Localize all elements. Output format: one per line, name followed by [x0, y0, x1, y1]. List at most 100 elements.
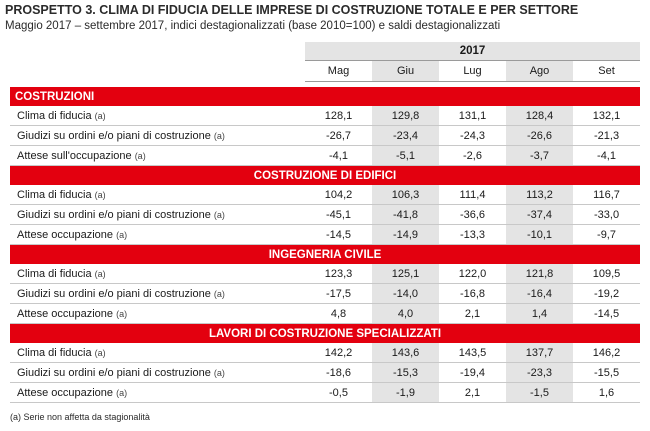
value-cell: -10,1: [506, 224, 573, 245]
value-cell: -1,5: [506, 382, 573, 403]
table-row: Attese occupazione (a) 4,8 4,0 2,1 1,4 -14,5: [10, 303, 641, 324]
row-note: (a): [213, 367, 225, 378]
section-title: COSTRUZIONI: [10, 87, 641, 106]
value-cell: 131,1: [439, 106, 506, 126]
value-cell: 142,2: [305, 343, 372, 363]
value-cell: 143,5: [439, 343, 506, 363]
value-cell: 1,6: [573, 382, 641, 403]
month-header: Giu: [372, 60, 439, 82]
row-note: (a): [213, 288, 225, 299]
row-label: Clima di fiducia: [17, 346, 92, 359]
month-header: Ago: [506, 60, 573, 82]
value-cell: -19,2: [573, 283, 641, 304]
row-label: Attese sull'occupazione: [17, 149, 132, 162]
value-cell: -14,0: [372, 283, 439, 304]
row-note: (a): [213, 209, 225, 220]
value-cell: -41,8: [372, 204, 439, 225]
value-cell: -16,8: [439, 283, 506, 304]
value-cell: 132,1: [573, 106, 641, 126]
table-subtitle: Maggio 2017 – settembre 2017, indici des…: [5, 20, 501, 32]
row-label-cell: Giudizi su ordini e/o piani di costruzio…: [10, 283, 305, 304]
row-label: Giudizi su ordini e/o piani di costruzio…: [17, 129, 211, 142]
value-cell: 143,6: [372, 343, 439, 363]
table-row: Giudizi su ordini e/o piani di costruzio…: [10, 283, 641, 304]
row-note: (a): [134, 150, 146, 161]
value-cell: -45,1: [305, 204, 372, 225]
value-cell: -26,6: [506, 125, 573, 146]
value-cell: -1,9: [372, 382, 439, 403]
value-cell: -5,1: [372, 145, 439, 166]
row-label-cell: Attese occupazione (a): [10, 224, 305, 245]
row-label-cell: Clima di fiducia (a): [10, 264, 305, 284]
month-header: Mag: [305, 60, 372, 82]
value-cell: 111,4: [439, 185, 506, 205]
value-cell: -24,3: [439, 125, 506, 146]
table-row: Giudizi su ordini e/o piani di costruzio…: [10, 362, 641, 383]
value-cell: -0,5: [305, 382, 372, 403]
row-label-cell: Clima di fiducia (a): [10, 343, 305, 363]
value-cell: 4,8: [305, 303, 372, 324]
value-cell: -2,6: [439, 145, 506, 166]
value-cell: -23,3: [506, 362, 573, 383]
row-note: (a): [116, 308, 128, 319]
row-label: Clima di fiducia: [17, 267, 92, 280]
value-cell: -14,5: [573, 303, 641, 324]
row-label-cell: Attese sull'occupazione (a): [10, 145, 305, 166]
row-label: Clima di fiducia: [17, 188, 92, 201]
value-cell: -4,1: [573, 145, 641, 166]
table-row: Giudizi su ordini e/o piani di costruzio…: [10, 204, 641, 225]
row-label: Clima di fiducia: [17, 109, 92, 122]
value-cell: -3,7: [506, 145, 573, 166]
row-label-cell: Attese occupazione (a): [10, 382, 305, 403]
table-row: Clima di fiducia (a) 123,3 125,1 122,0 121,8…: [10, 264, 641, 284]
row-label-cell: Clima di fiducia (a): [10, 106, 305, 126]
value-cell: -26,7: [305, 125, 372, 146]
table-row: Attese occupazione (a) -0,5 -1,9 2,1 -1,5 1,6: [10, 382, 641, 403]
table-title: PROSPETTO 3. CLIMA DI FIDUCIA DELLE IMPR…: [5, 3, 579, 17]
value-cell: 121,8: [506, 264, 573, 284]
year-header: 2017: [305, 42, 641, 61]
row-label-cell: Clima di fiducia (a): [10, 185, 305, 205]
value-cell: 116,7: [573, 185, 641, 205]
value-cell: -37,4: [506, 204, 573, 225]
value-cell: -21,3: [573, 125, 641, 146]
row-label: Attese occupazione: [17, 386, 114, 399]
row-label: Giudizi su ordini e/o piani di costruzio…: [17, 366, 211, 379]
row-note: (a): [94, 347, 106, 358]
table-row: Attese occupazione (a) -14,5 -14,9 -13,3 -10…: [10, 224, 641, 245]
value-cell: 128,4: [506, 106, 573, 126]
row-note: (a): [94, 268, 106, 279]
value-cell: -33,0: [573, 204, 641, 225]
row-label: Attese occupazione: [17, 307, 114, 320]
value-cell: 104,2: [305, 185, 372, 205]
value-cell: -14,5: [305, 224, 372, 245]
month-header: Set: [573, 60, 641, 82]
value-cell: -18,6: [305, 362, 372, 383]
section-title: COSTRUZIONE DI EDIFICI: [10, 165, 641, 185]
value-cell: 109,5: [573, 264, 641, 284]
value-cell: -19,4: [439, 362, 506, 383]
section-header-row: INGEGNERIA CIVILE: [10, 244, 641, 264]
table-row: Clima di fiducia (a) 128,1 129,8 131,1 128,4…: [10, 106, 641, 126]
value-cell: -36,6: [439, 204, 506, 225]
confidence-table: 2017 Mag Giu Lug Ago Set COSTRUZIONI Clim…: [10, 42, 641, 403]
value-cell: 122,0: [439, 264, 506, 284]
table-row: Clima di fiducia (a) 142,2 143,6 143,5 137,7…: [10, 343, 641, 363]
row-note: (a): [94, 189, 106, 200]
value-cell: -13,3: [439, 224, 506, 245]
section-title: INGEGNERIA CIVILE: [10, 244, 641, 264]
row-label: Giudizi su ordini e/o piani di costruzio…: [17, 287, 211, 300]
row-label-cell: Attese occupazione (a): [10, 303, 305, 324]
footnote: (a) Serie non affetta da stagionalità: [10, 412, 150, 422]
value-cell: 2,1: [439, 382, 506, 403]
table-row: Attese sull'occupazione (a) -4,1 -5,1 -2,6-…: [10, 145, 641, 166]
value-cell: -9,7: [573, 224, 641, 245]
section-header-row: LAVORI DI COSTRUZIONE SPECIALIZZATI: [10, 323, 641, 343]
value-cell: 106,3: [372, 185, 439, 205]
value-cell: -15,3: [372, 362, 439, 383]
row-label: Giudizi su ordini e/o piani di costruzio…: [17, 208, 211, 221]
value-cell: 125,1: [372, 264, 439, 284]
value-cell: 129,8: [372, 106, 439, 126]
table-row: Giudizi su ordini e/o piani di costruzio…: [10, 125, 641, 146]
value-cell: 123,3: [305, 264, 372, 284]
